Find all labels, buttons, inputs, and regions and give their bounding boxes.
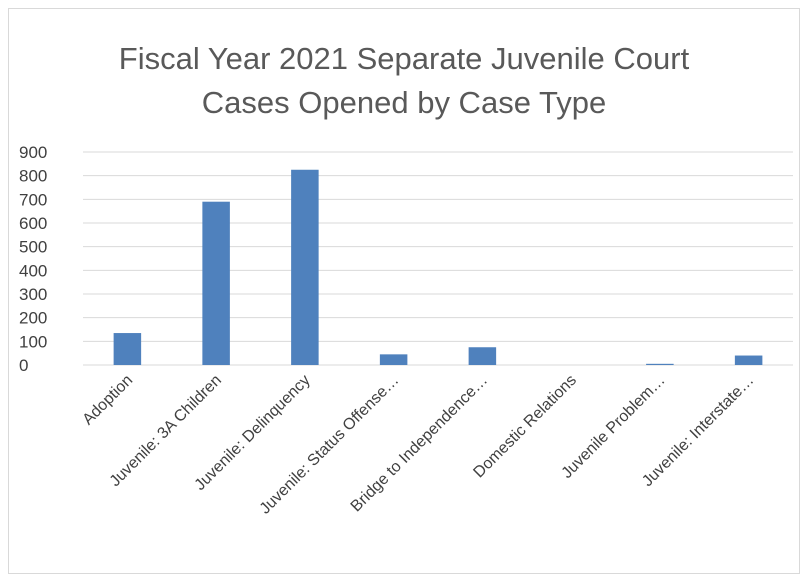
y-tick-label: 300 (19, 285, 47, 304)
y-tick-label: 500 (19, 238, 47, 257)
bar (468, 347, 497, 365)
y-tick-label: 700 (19, 190, 47, 209)
y-tick-label: 600 (19, 214, 47, 233)
chart-title-line-2: Cases Opened by Case Type (201, 85, 607, 120)
chart-title-line-1: Fiscal Year 2021 Separate Juvenile Court (118, 41, 690, 76)
chart-frame: Fiscal Year 2021 Separate Juvenile Court… (8, 8, 800, 574)
y-tick-label: 400 (19, 261, 47, 280)
bars (113, 169, 763, 365)
y-tick-label: 0 (19, 356, 28, 375)
y-axis-tick-labels: 0 100 200 300 400 500 600 700 800 900 (19, 143, 47, 375)
y-tick-label: 800 (19, 167, 47, 186)
bar-chart-plot: 0 100 200 300 400 500 600 700 800 900 AdoptionJuv… (19, 143, 793, 518)
bar (646, 363, 674, 365)
gridlines (83, 151, 793, 366)
y-tick-label: 100 (19, 332, 47, 351)
bar (113, 333, 142, 365)
bar (202, 201, 230, 365)
x-category-label: Adoption (80, 372, 137, 429)
bar (291, 169, 319, 365)
bar (379, 354, 408, 365)
bar (734, 355, 763, 365)
y-tick-label: 900 (19, 143, 47, 162)
y-tick-label: 200 (19, 309, 47, 328)
chart-title: Fiscal Year 2021 Separate Juvenile Court… (9, 37, 799, 125)
